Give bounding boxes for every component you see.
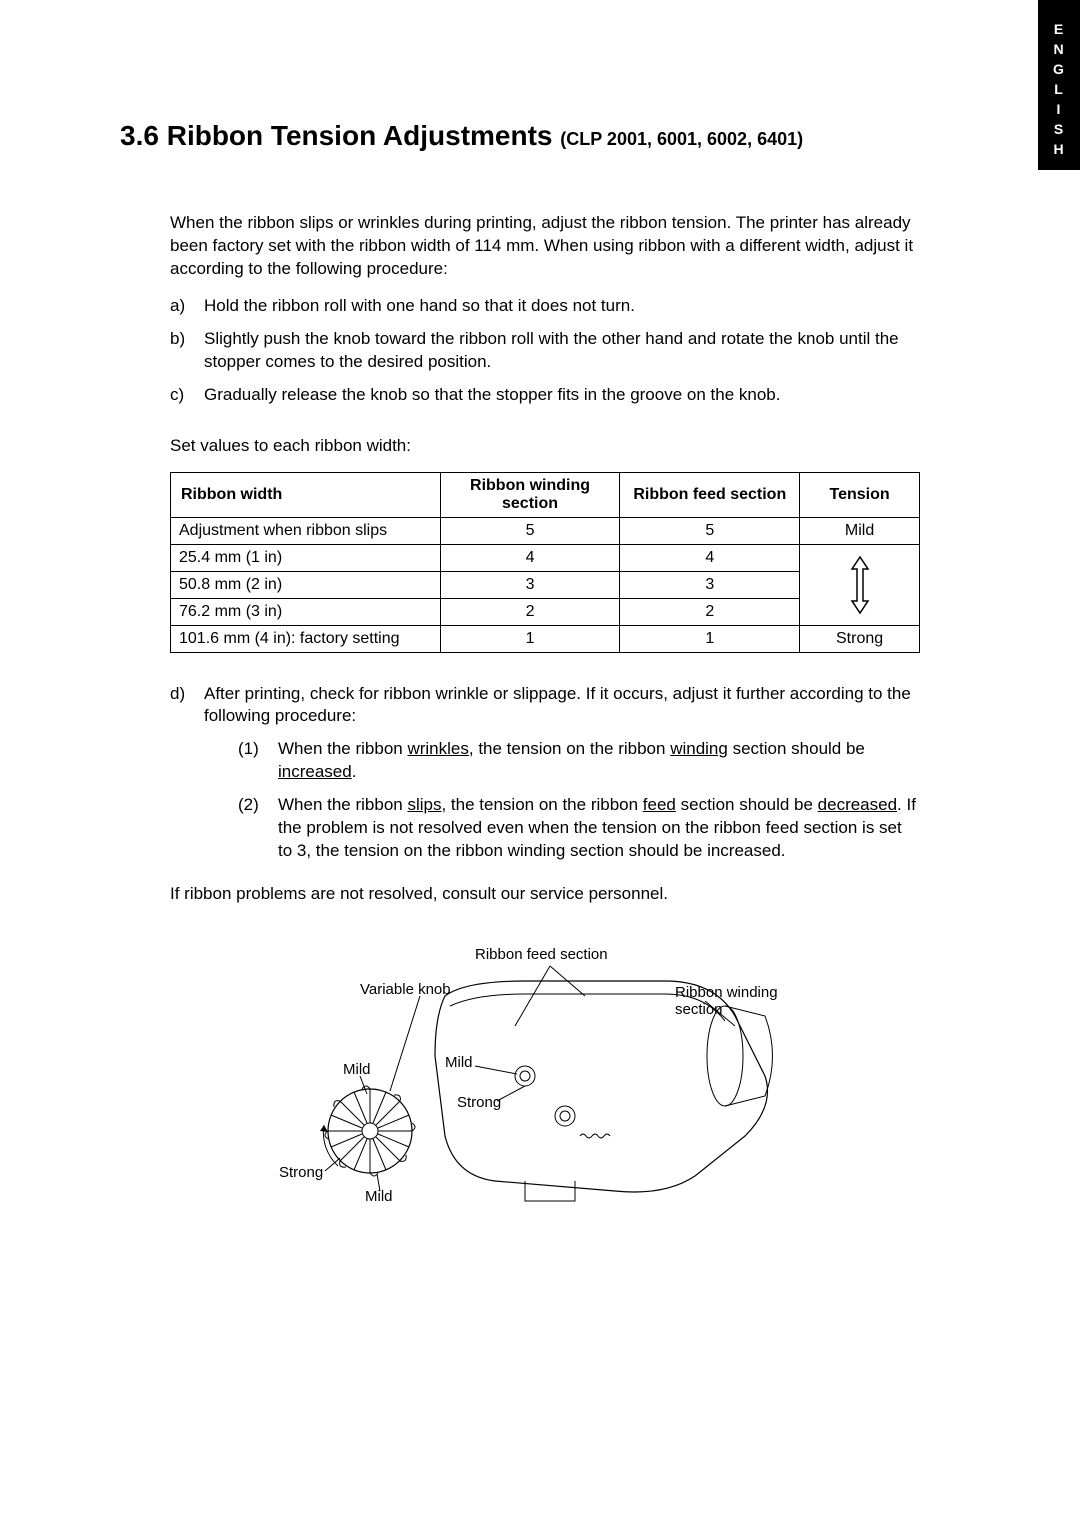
label-strong: Strong	[279, 1164, 323, 1181]
label-variable-knob: Variable knob	[360, 981, 451, 998]
diagram-svg	[265, 926, 825, 1236]
cell: 1	[440, 625, 620, 652]
substep-2: (2) When the ribbon slips, the tension o…	[238, 794, 920, 863]
step-marker: c)	[170, 384, 204, 407]
label-mild: Mild	[365, 1188, 393, 1205]
th-tension: Tension	[800, 472, 920, 517]
label-mild: Mild	[445, 1054, 473, 1071]
table-row: 25.4 mm (1 in) 4 4	[171, 544, 920, 571]
label-ribbon-winding: Ribbon winding section	[675, 984, 825, 1018]
cell: 25.4 mm (1 in)	[171, 544, 441, 571]
cell: 50.8 mm (2 in)	[171, 571, 441, 598]
cell: 5	[440, 517, 620, 544]
tension-arrow	[800, 544, 920, 625]
cell: 4	[440, 544, 620, 571]
cell: 1	[620, 625, 800, 652]
tension-table: Ribbon width Ribbon winding section Ribb…	[170, 472, 920, 653]
cell: 101.6 mm (4 in): factory setting	[171, 625, 441, 652]
step-marker: d)	[170, 683, 204, 874]
cell: 2	[620, 598, 800, 625]
step-a: a) Hold the ribbon roll with one hand so…	[170, 295, 920, 318]
cell: 4	[620, 544, 800, 571]
diagram-container: Ribbon feed section Variable knob Ribbon…	[170, 926, 920, 1236]
set-values-label: Set values to each ribbon width:	[170, 435, 920, 458]
tab-letter: E	[1054, 19, 1064, 39]
cell: 76.2 mm (3 in)	[171, 598, 441, 625]
cell: 5	[620, 517, 800, 544]
table-row: 101.6 mm (4 in): factory setting 1 1 Str…	[171, 625, 920, 652]
tension-mild: Mild	[800, 517, 920, 544]
printer-diagram: Ribbon feed section Variable knob Ribbon…	[265, 926, 825, 1236]
th-ribbon-width: Ribbon width	[171, 472, 441, 517]
intro-paragraph: When the ribbon slips or wrinkles during…	[170, 212, 920, 281]
step-marker: a)	[170, 295, 204, 318]
tab-letter: I	[1057, 99, 1062, 119]
double-arrow-icon	[847, 555, 873, 615]
page-content: 3.6 Ribbon Tension Adjustments (CLP 2001…	[0, 0, 1080, 1236]
th-feed: Ribbon feed section	[620, 472, 800, 517]
table-row: Adjustment when ribbon slips 5 5 Mild	[171, 517, 920, 544]
substep-1: (1) When the ribbon wrinkles, the tensio…	[238, 738, 920, 784]
heading-models: (CLP 2001, 6001, 6002, 6401)	[560, 129, 803, 149]
tab-letter: L	[1054, 79, 1064, 99]
heading-number: 3.6	[120, 120, 159, 151]
step-b: b) Slightly push the knob toward the rib…	[170, 328, 920, 374]
heading-text: Ribbon Tension Adjustments	[167, 120, 553, 151]
cell: 2	[440, 598, 620, 625]
step-text: Gradually release the knob so that the s…	[204, 384, 920, 407]
tab-letter: H	[1053, 139, 1064, 159]
cell: 3	[620, 571, 800, 598]
tab-letter: N	[1053, 39, 1064, 59]
label-mild: Mild	[343, 1061, 371, 1078]
step-text: Slightly push the knob toward the ribbon…	[204, 328, 920, 374]
substep-marker: (2)	[238, 794, 278, 863]
step-c: c) Gradually release the knob so that th…	[170, 384, 920, 407]
label-ribbon-feed: Ribbon feed section	[475, 946, 608, 963]
substep-text: When the ribbon slips, the tension on th…	[278, 794, 920, 863]
section-heading: 3.6 Ribbon Tension Adjustments (CLP 2001…	[120, 120, 920, 152]
substep-text: When the ribbon wrinkles, the tension on…	[278, 738, 920, 784]
step-marker: b)	[170, 328, 204, 374]
tab-letter: G	[1053, 59, 1065, 79]
tab-letter: S	[1054, 119, 1064, 139]
body: When the ribbon slips or wrinkles during…	[170, 212, 920, 1236]
cell: Adjustment when ribbon slips	[171, 517, 441, 544]
language-tab: E N G L I S H	[1038, 0, 1080, 170]
th-winding: Ribbon winding section	[440, 472, 620, 517]
closing-note: If ribbon problems are not resolved, con…	[170, 883, 920, 906]
substep-marker: (1)	[238, 738, 278, 784]
step-text: After printing, check for ribbon wrinkle…	[204, 683, 920, 874]
cell: 3	[440, 571, 620, 598]
step-d: d) After printing, check for ribbon wrin…	[170, 683, 920, 874]
label-strong: Strong	[457, 1094, 501, 1111]
step-d-intro: After printing, check for ribbon wrinkle…	[204, 684, 911, 726]
tension-strong: Strong	[800, 625, 920, 652]
step-text: Hold the ribbon roll with one hand so th…	[204, 295, 920, 318]
